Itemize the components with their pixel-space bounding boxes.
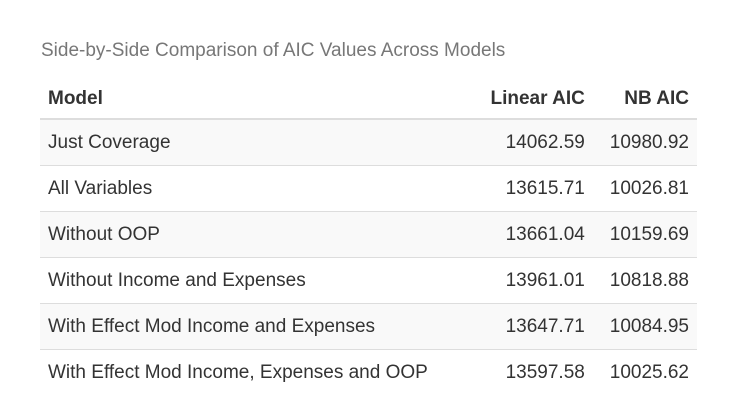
table-row: Without Income and Expenses 13961.01 108… xyxy=(40,257,697,304)
table-row: All Variables 13615.71 10026.81 xyxy=(40,165,697,212)
header-model: Model xyxy=(40,80,475,120)
cell-linear-aic: 13597.58 xyxy=(474,349,594,395)
cell-model: All Variables xyxy=(40,165,475,212)
header-linear-aic: Linear AIC xyxy=(474,80,594,120)
cell-model: With Effect Mod Income, Expenses and OOP xyxy=(40,349,475,395)
cell-model: Without Income and Expenses xyxy=(40,257,475,304)
aic-comparison-table-container: Side-by-Side Comparison of AIC Values Ac… xyxy=(40,38,697,395)
cell-linear-aic: 14062.59 xyxy=(505,131,585,153)
cell-linear-aic: 13961.01 xyxy=(474,257,594,304)
header-row: Model Linear AIC NB AIC xyxy=(40,80,697,120)
table-row: With Effect Mod Income, Expenses and OOP… xyxy=(40,349,697,395)
table-row: Just Coverage 14062.59 10980.92 xyxy=(40,119,697,166)
table-header: Model Linear AIC NB AIC xyxy=(40,80,697,120)
cell-nb-aic: 10084.95 xyxy=(593,303,697,350)
cell-linear-aic: 13661.04 xyxy=(474,211,594,258)
cell-model: Just Coverage xyxy=(48,131,171,153)
table-body: Just Coverage 14062.59 10980.92 All Vari… xyxy=(40,119,697,395)
table-caption: Side-by-Side Comparison of AIC Values Ac… xyxy=(41,40,506,61)
cell-nb-aic: 10818.88 xyxy=(593,257,697,304)
header-nb-aic: NB AIC xyxy=(593,80,697,120)
cell-nb-aic: 10159.69 xyxy=(593,211,697,258)
table-row: With Effect Mod Income and Expenses 1364… xyxy=(40,303,697,350)
cell-linear-aic: 13615.71 xyxy=(474,165,594,212)
cell-linear-aic: 13647.71 xyxy=(474,303,594,350)
cell-nb-aic: 10025.62 xyxy=(593,349,697,395)
cell-model: Without OOP xyxy=(40,211,475,258)
aic-comparison-table: Model Linear AIC NB AIC Just Coverage 14… xyxy=(40,80,697,395)
cell-nb-aic: 10980.92 xyxy=(609,131,689,153)
cell-model: With Effect Mod Income and Expenses xyxy=(40,303,475,350)
cell-nb-aic: 10026.81 xyxy=(593,165,697,212)
table-row: Without OOP 13661.04 10159.69 xyxy=(40,211,697,258)
